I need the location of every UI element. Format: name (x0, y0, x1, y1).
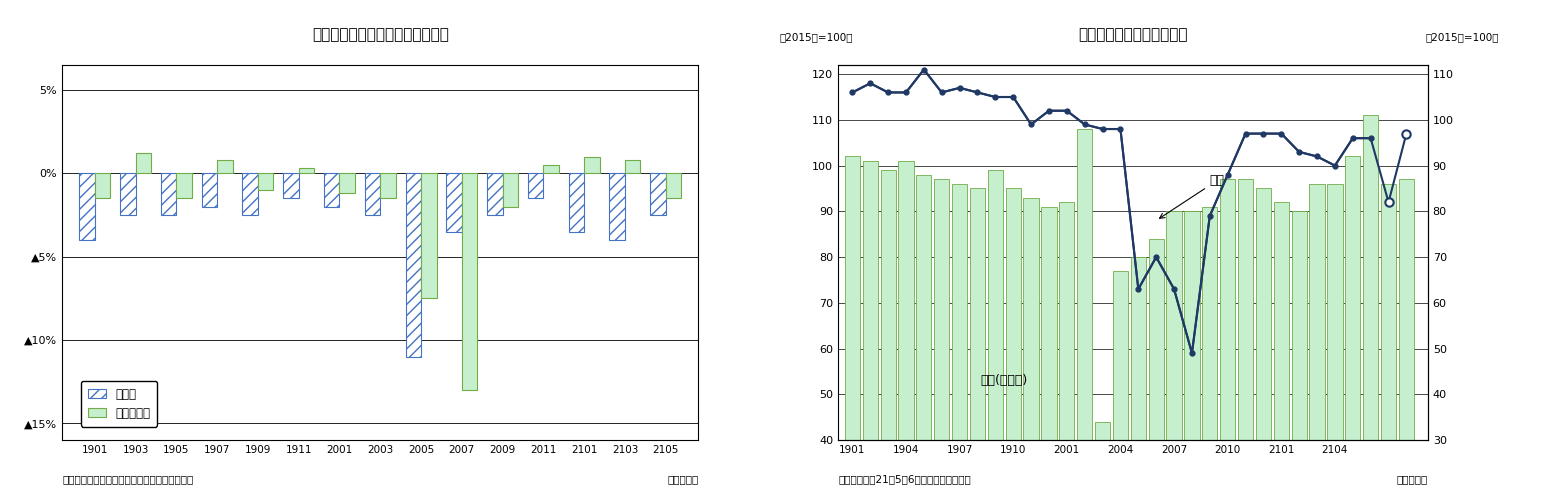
Text: （2015年=100）: （2015年=100） (779, 32, 852, 42)
Bar (1131, 257, 1145, 500)
Bar (177, 174, 192, 199)
Text: 輸送機械の生産、在庫動向: 輸送機械の生産、在庫動向 (1079, 28, 1187, 42)
Bar (934, 180, 950, 500)
Bar (421, 174, 436, 298)
Bar (650, 174, 666, 215)
Bar (1381, 184, 1397, 500)
Bar (987, 170, 1003, 500)
Text: （注）生産の21年5、6月は予測指数で延長: （注）生産の21年5、6月は予測指数で延長 (838, 474, 972, 484)
Bar (1184, 212, 1200, 500)
Bar (528, 174, 543, 199)
Text: （2015年=100）: （2015年=100） (1425, 32, 1499, 42)
Bar (666, 174, 681, 199)
Bar (1256, 188, 1271, 500)
Bar (1148, 239, 1164, 500)
Bar (447, 174, 462, 232)
Bar (95, 174, 110, 199)
Bar (258, 174, 273, 190)
Bar (161, 174, 177, 215)
Bar (242, 174, 258, 215)
Bar (365, 174, 380, 215)
Bar (1167, 212, 1181, 500)
Bar (1238, 180, 1252, 500)
Bar (916, 175, 931, 500)
Text: （年・月）: （年・月） (1397, 474, 1428, 484)
Bar (380, 174, 396, 199)
Bar (1310, 184, 1325, 500)
Bar (135, 154, 151, 174)
Bar (1060, 202, 1074, 500)
Bar (625, 160, 641, 173)
Bar (610, 174, 625, 240)
Bar (1274, 202, 1288, 500)
Bar (405, 174, 421, 356)
Bar (568, 174, 584, 232)
Text: （資料）経済産業省「製造工業生産予測指数」: （資料）経済産業省「製造工業生産予測指数」 (62, 474, 194, 484)
Bar (79, 174, 95, 240)
Bar (899, 161, 914, 500)
Bar (324, 174, 340, 206)
Bar (120, 174, 135, 215)
Bar (1363, 116, 1378, 500)
Bar (1077, 129, 1093, 500)
Bar (1291, 212, 1307, 500)
Bar (844, 156, 860, 500)
Bar (880, 170, 896, 500)
Text: （年・月）: （年・月） (667, 474, 698, 484)
Bar (462, 174, 478, 390)
Bar (282, 174, 298, 199)
Bar (1203, 207, 1217, 500)
Bar (340, 174, 355, 194)
Bar (951, 184, 967, 500)
Bar (1346, 156, 1361, 500)
Bar (584, 156, 599, 174)
Text: 生産: 生産 (1159, 174, 1225, 218)
Bar (1398, 180, 1414, 500)
Bar (1023, 198, 1038, 500)
Bar (202, 174, 217, 206)
Bar (217, 160, 233, 173)
Text: 最近の実現率、予測修正率の推移: 最近の実現率、予測修正率の推移 (312, 28, 449, 42)
Bar (543, 165, 559, 173)
Bar (1006, 188, 1021, 500)
Legend: 実現率, 予測修正率: 実現率, 予測修正率 (81, 380, 157, 426)
Bar (1220, 180, 1235, 500)
Bar (1113, 271, 1128, 500)
Bar (487, 174, 503, 215)
Bar (863, 161, 878, 500)
Bar (1096, 422, 1110, 500)
Text: 在庫(右目盛): 在庫(右目盛) (981, 374, 1027, 387)
Bar (503, 174, 518, 206)
Bar (298, 168, 314, 173)
Bar (970, 188, 986, 500)
Bar (1041, 207, 1057, 500)
Bar (1327, 184, 1342, 500)
